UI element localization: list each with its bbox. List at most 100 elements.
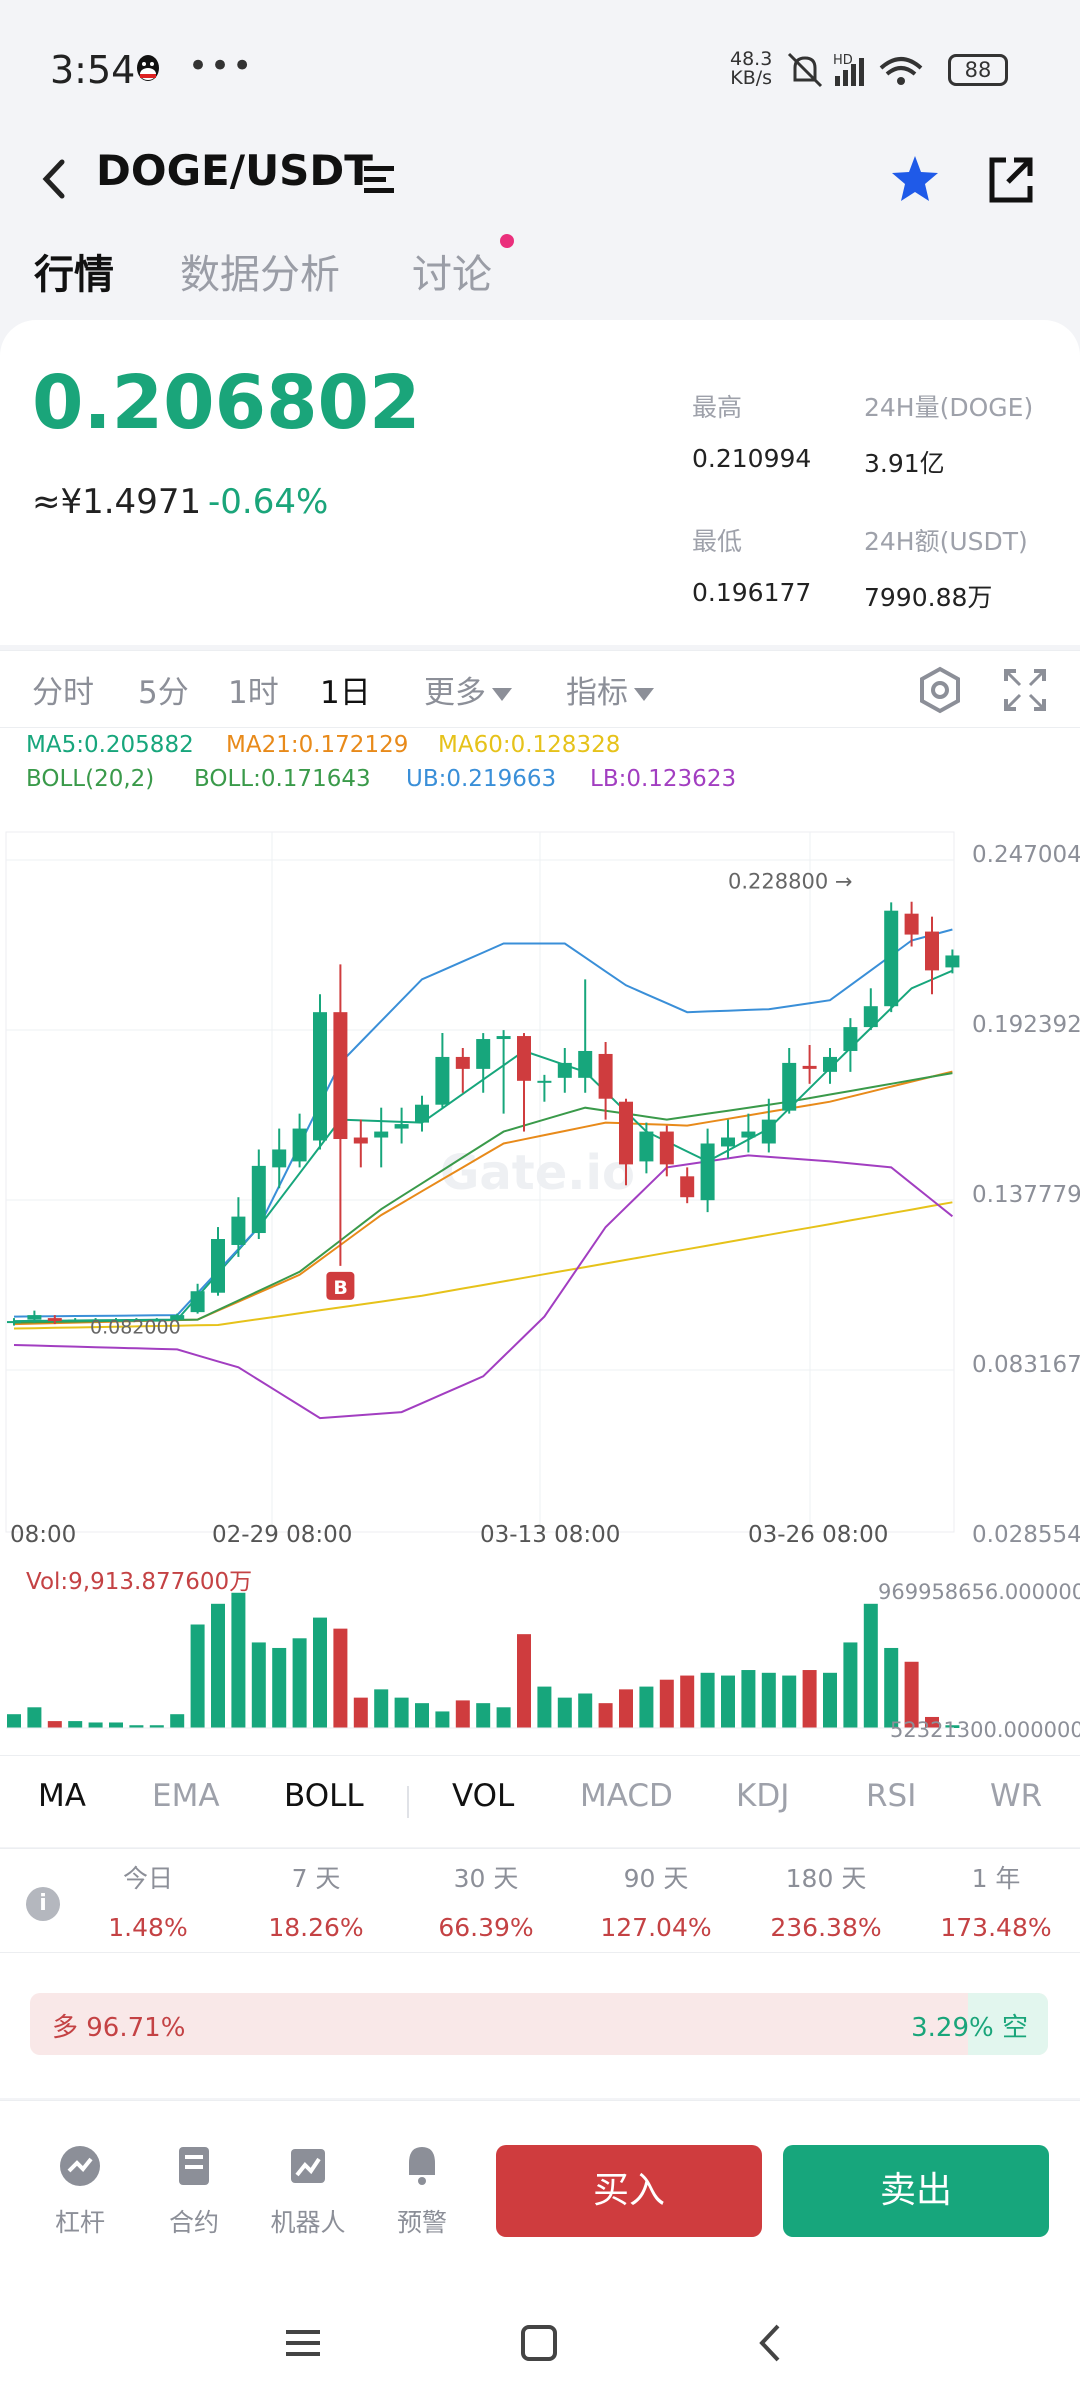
volume-bar (129, 1725, 144, 1728)
tf-5m[interactable]: 5分 (138, 675, 189, 711)
contract-button[interactable]: 合约 (144, 2141, 244, 2239)
chart-settings-icon[interactable] (915, 665, 965, 715)
tab-vol[interactable]: VOL (452, 1778, 515, 1814)
candle-body (496, 1036, 511, 1040)
alert-button[interactable]: 预警 (372, 2141, 472, 2239)
share-icon[interactable] (980, 140, 1040, 220)
candle-body (945, 955, 960, 968)
volume-bar (313, 1617, 327, 1728)
perf-90d: 90 天 127.04% (600, 1864, 712, 1942)
short-portion (968, 1993, 1048, 2055)
action-footer: 杠杆 合约 机器人 预警 买入 卖出 (0, 2100, 1080, 2280)
x-tick-label: 03-13 08:00 (480, 1522, 620, 1548)
boll-params: BOLL(20,2) (26, 766, 155, 792)
tf-line[interactable]: 分时 (32, 675, 94, 711)
favorite-star-icon[interactable] (885, 140, 945, 220)
y-tick-label: 0.137779 (972, 1182, 1080, 1208)
volume-bar (802, 1670, 817, 1728)
notification-dot (500, 234, 514, 248)
boll-ub-value: UB:0.219663 (406, 766, 557, 792)
indicator-tabs: MA EMA BOLL VOL MACD KDJ RSI WR (0, 1755, 1080, 1847)
pair-title[interactable]: DOGE/USDT (96, 146, 373, 195)
tab-kdj[interactable]: KDJ (736, 1778, 790, 1814)
kline-chart[interactable]: Gate.io 0.247004 0.192392 0.137779 0.083167… (0, 800, 1080, 1755)
volume-bar (598, 1703, 613, 1728)
volume-value: 3.91亿 (864, 449, 945, 478)
volume-bar (578, 1693, 593, 1728)
leverage-button[interactable]: 杠杆 (30, 2141, 130, 2239)
candle-body (782, 1062, 797, 1111)
buy-button[interactable]: 买入 (496, 2145, 762, 2237)
bot-button[interactable]: 机器人 (258, 2141, 358, 2239)
candle-body (741, 1131, 756, 1138)
candle-body (251, 1165, 266, 1234)
candle-body (231, 1216, 246, 1245)
timeframe-bar: 分时 5分 1时 1日 更多 指标 (0, 650, 1080, 728)
volume-bar (68, 1721, 83, 1728)
contract-icon (179, 2147, 209, 2185)
volume-bar (700, 1672, 715, 1728)
tab-discussion[interactable]: 讨论 (412, 252, 492, 298)
candle-body (537, 1080, 552, 1083)
tf-1d[interactable]: 1日 (320, 675, 371, 711)
back-arrow-icon[interactable] (30, 144, 80, 214)
tab-market[interactable]: 行情 (34, 252, 114, 298)
volume-bar (170, 1714, 185, 1728)
tab-boll[interactable]: BOLL (284, 1778, 364, 1814)
price-card: 0.206802 ≈¥1.4971 -0.64% 最高 0.210994 最低 … (0, 320, 1080, 645)
tab-macd[interactable]: MACD (580, 1778, 673, 1814)
ma5-line (13, 969, 953, 1323)
perf-1y: 1 年 173.48% (940, 1864, 1052, 1942)
tf-more[interactable]: 更多 (424, 667, 512, 712)
candle-body (27, 1315, 42, 1320)
volume-bar (537, 1686, 552, 1728)
info-icon[interactable]: i (26, 1887, 60, 1921)
svg-text:HD: HD (833, 53, 853, 68)
volume-bar (761, 1672, 776, 1728)
more-notifications-icon: ••• (188, 46, 255, 86)
tab-ma[interactable]: MA (38, 1778, 86, 1814)
bot-icon (291, 2149, 325, 2183)
ma60-line (13, 1201, 953, 1330)
fullscreen-icon[interactable] (1000, 665, 1050, 715)
pair-menu-icon[interactable] (360, 152, 398, 206)
divider (407, 1786, 409, 1818)
sell-button[interactable]: 卖出 (783, 2145, 1049, 2237)
qq-icon (137, 55, 159, 81)
candle-body (374, 1131, 389, 1138)
tf-1h[interactable]: 1时 (228, 675, 279, 711)
ma21-value: MA21:0.172129 (226, 732, 409, 758)
candle-body (659, 1131, 674, 1165)
tab-ema[interactable]: EMA (152, 1778, 220, 1814)
volume-bar (27, 1707, 42, 1728)
candle-body (823, 1056, 837, 1072)
tab-data-analysis[interactable]: 数据分析 (180, 252, 340, 298)
volume-bar (925, 1716, 939, 1728)
performance-row: i 今日 1.48% 7 天 18.26% 30 天 66.39% 90 天 127.0… (0, 1848, 1080, 1953)
volume-bar (47, 1721, 62, 1728)
tab-wr[interactable]: WR (990, 1778, 1043, 1814)
candle-body (904, 913, 919, 935)
home-icon[interactable] (514, 2318, 564, 2368)
volume-axis-min: 52321300.000000 (890, 1718, 1080, 1742)
menu-icon[interactable] (278, 2318, 328, 2368)
tf-indicators[interactable]: 指标 (566, 667, 654, 712)
boll-lb-value: LB:0.123623 (590, 766, 737, 792)
status-time: 3:54 (50, 48, 136, 92)
candle-body (598, 1053, 613, 1099)
volume-bar (333, 1628, 348, 1728)
price-change: -0.64% (208, 482, 329, 522)
volume-bar (659, 1679, 674, 1728)
back-icon[interactable] (746, 2318, 796, 2368)
perf-180d: 180 天 236.38% (770, 1864, 882, 1942)
candle-body (517, 1036, 531, 1081)
volume-bar (149, 1725, 164, 1728)
volume-bar (435, 1711, 450, 1728)
y-tick-label: 0.083167 (972, 1352, 1080, 1378)
tab-rsi[interactable]: RSI (866, 1778, 917, 1814)
volume-bar (190, 1624, 205, 1728)
volume-bar (680, 1675, 695, 1728)
network-speed: 48.3 KB/s (730, 48, 773, 89)
volume-label: 24H量(DOGE) (864, 393, 1034, 422)
boll-lower-line (13, 1154, 954, 1420)
